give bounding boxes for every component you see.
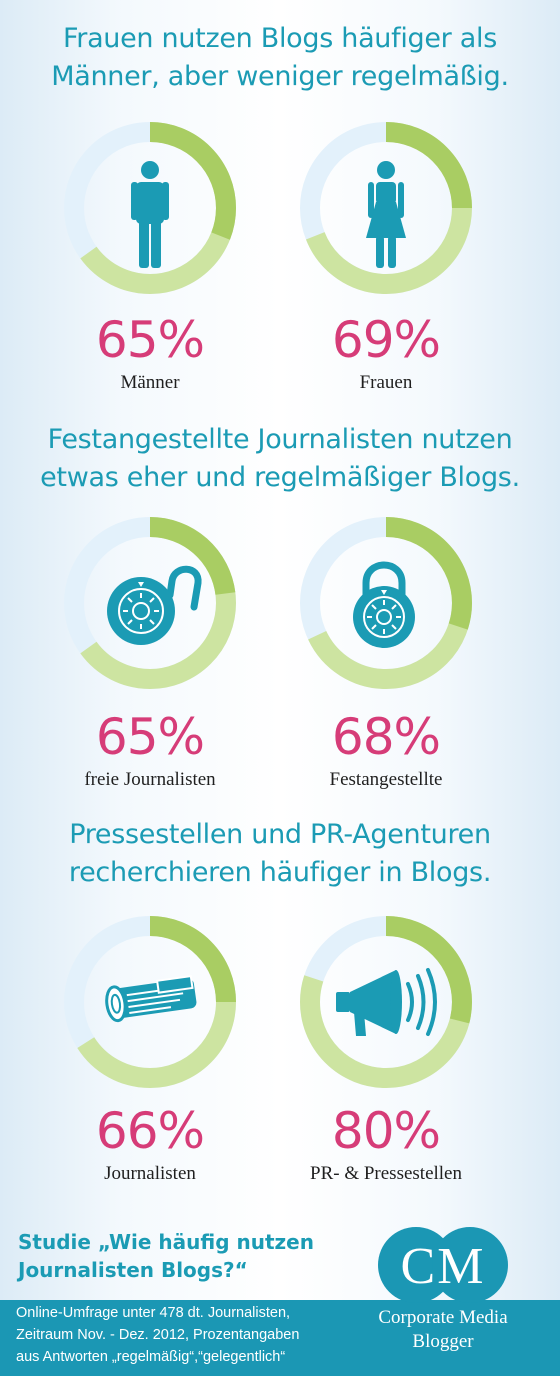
footer-line-2: Zeitraum Nov. - Dez. 2012, Prozentangabe… xyxy=(16,1327,300,1343)
label-frauen: Frauen xyxy=(359,372,413,393)
label-pr-pressestellen: PR- & Pressestellen xyxy=(310,1163,462,1184)
man-icon xyxy=(131,161,169,268)
label-journalisten: Journalisten xyxy=(104,1163,196,1184)
footer-line-1: Online-Umfrage unter 478 dt. Journaliste… xyxy=(16,1305,291,1321)
footer-bar: Online-Umfrage unter 478 dt. Journaliste… xyxy=(0,1300,560,1376)
pct-maenner: 65% xyxy=(95,311,205,369)
donut-ring xyxy=(64,916,236,1088)
open-padlock-icon xyxy=(107,565,202,645)
donut-segment-regular xyxy=(300,916,472,1088)
donut-segment-regular xyxy=(300,517,472,689)
pct-pr-pressestellen: 80% xyxy=(331,1102,441,1160)
section-3-title-line-1: Pressestellen und PR-Agenturen xyxy=(69,819,491,850)
donut-ring xyxy=(300,517,472,689)
section-2-title-line-1: Festangestellte Journalisten nutzen xyxy=(47,424,513,455)
woman-icon xyxy=(366,161,406,268)
donut-freie-journalisten xyxy=(60,513,240,693)
section-1-title-line-1: Frauen nutzen Blogs häufiger als xyxy=(63,23,497,54)
donut-journalisten xyxy=(60,912,240,1092)
pct-freie-journalisten: 65% xyxy=(95,708,205,766)
cm-logo: CM xyxy=(378,1227,508,1303)
newspaper-icon xyxy=(105,974,197,1023)
donut-ring xyxy=(64,517,236,689)
pct-frauen: 69% xyxy=(331,311,441,369)
donut-segment-regular xyxy=(300,122,472,294)
donut-maenner xyxy=(60,118,240,298)
section-2-title: Festangestellte Journalisten nutzen etwa… xyxy=(0,421,560,497)
donut-segment-regular xyxy=(64,517,236,689)
brand-name: Corporate Media Blogger xyxy=(348,1306,538,1354)
cm-logo-letters: CM xyxy=(401,1238,486,1295)
donut-ring xyxy=(300,122,472,294)
study-title: Studie „Wie häufig nutzen Journalisten B… xyxy=(18,1228,368,1284)
megaphone-icon xyxy=(336,968,437,1036)
pct-journalisten: 66% xyxy=(95,1102,205,1160)
donut-festangestellte xyxy=(296,513,476,693)
brand-name-line-2: Blogger xyxy=(412,1331,474,1352)
label-freie-journalisten: freie Journalisten xyxy=(84,769,216,790)
section-3-title-line-2: recherchieren häufiger in Blogs. xyxy=(68,857,492,888)
label-festangestellte: Festangestellte xyxy=(329,769,443,790)
footer-line-3: aus Antworten „regelmäßig“,“gelegentlich… xyxy=(16,1349,286,1365)
padlock-icon xyxy=(353,561,415,648)
study-title-line-2: Journalisten Blogs?“ xyxy=(18,1258,248,1282)
donut-pr-pressestellen xyxy=(296,912,476,1092)
study-title-line-1: Studie „Wie häufig nutzen xyxy=(18,1230,314,1254)
donut-frauen xyxy=(296,118,476,298)
donut-segment-regular xyxy=(64,122,236,294)
label-maenner: Männer xyxy=(120,372,180,393)
donut-segment-regular xyxy=(64,916,236,1088)
brand-name-line-1: Corporate Media xyxy=(378,1307,508,1328)
section-1-title-line-2: Männer, aber weniger regelmäßig. xyxy=(51,61,509,92)
pct-festangestellte: 68% xyxy=(331,708,441,766)
section-2-title-line-2: etwas eher und regelmäßiger Blogs. xyxy=(40,462,520,493)
footer-methodology: Online-Umfrage unter 478 dt. Journaliste… xyxy=(16,1302,346,1368)
section-3-title: Pressestellen und PR-Agenturen recherchi… xyxy=(0,816,560,892)
donut-ring xyxy=(64,122,236,294)
section-1-title: Frauen nutzen Blogs häufiger als Männer,… xyxy=(0,20,560,96)
donut-ring xyxy=(300,916,472,1088)
